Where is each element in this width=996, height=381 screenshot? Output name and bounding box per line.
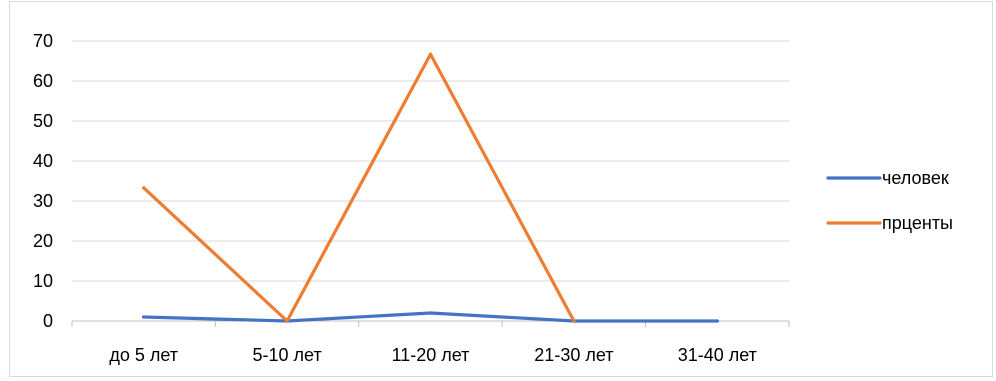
x-tick-label: 21-30 лет xyxy=(534,345,613,365)
series-line-1 xyxy=(142,52,576,323)
x-tick-label: до 5 лет xyxy=(109,345,178,365)
y-tick-label: 40 xyxy=(33,151,53,171)
data-point-0-2 xyxy=(428,311,433,315)
data-point-1-0 xyxy=(142,186,146,190)
y-tick-label: 10 xyxy=(33,271,53,291)
data-point-1-3 xyxy=(572,319,576,323)
x-tick-label: 11-20 лет xyxy=(392,345,470,365)
x-tick-label: 5-10 лет xyxy=(253,345,322,365)
gridlines xyxy=(72,40,789,322)
y-tick-label: 0 xyxy=(43,311,53,331)
y-tick-label: 60 xyxy=(33,71,53,91)
y-tick-label: 50 xyxy=(33,111,53,131)
y-tick-label: 70 xyxy=(33,31,53,51)
chart-frame xyxy=(9,1,993,377)
data-point-1-2 xyxy=(428,52,433,56)
data-point-0-0 xyxy=(142,315,146,319)
series-lines xyxy=(142,52,719,323)
legend-label: прценты xyxy=(882,213,953,233)
x-axis: до 5 лет 5-10 лет 11-20 лет 21-30 лет 31-40 … xyxy=(71,320,790,365)
x-tick-label: 31-40 лет xyxy=(678,345,757,365)
data-point-1-1 xyxy=(285,319,289,323)
y-tick-label: 30 xyxy=(33,191,53,211)
y-axis-ticks: 0 10 20 30 40 50 60 70 xyxy=(33,31,53,331)
y-tick-label: 20 xyxy=(33,231,53,251)
legend-label: человек xyxy=(882,168,949,188)
legend: человек прценты xyxy=(826,168,953,233)
data-point-0-4 xyxy=(715,319,719,323)
